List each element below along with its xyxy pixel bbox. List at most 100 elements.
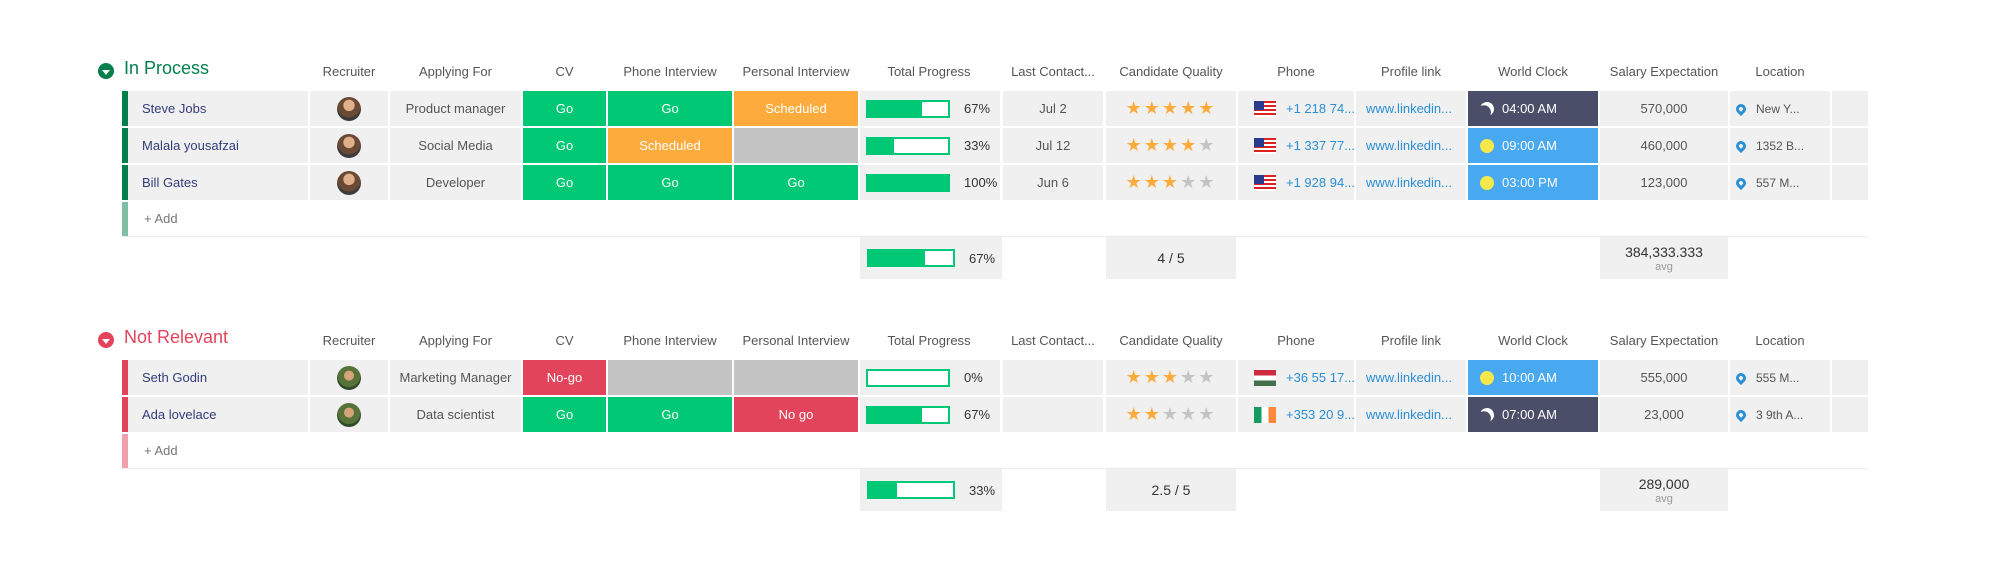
personal-interview-status[interactable]: Scheduled: [734, 91, 858, 126]
star-empty-icon[interactable]: ★: [1180, 404, 1199, 424]
column-header-applying-for[interactable]: Applying For: [419, 64, 492, 79]
star-filled-icon[interactable]: ★: [1143, 172, 1162, 192]
world-clock-cell[interactable]: 07:00 AM: [1468, 397, 1598, 432]
star-filled-icon[interactable]: ★: [1161, 172, 1181, 192]
star-filled-icon[interactable]: ★: [1161, 367, 1181, 387]
applying-for-cell[interactable]: Data scientist: [390, 397, 521, 432]
column-header-location[interactable]: Location: [1755, 333, 1805, 348]
table-row[interactable]: Bill Gates Developer Go Go Go 100% Jun 6…: [0, 165, 1999, 201]
star-filled-icon[interactable]: ★: [1143, 367, 1162, 387]
profile-link[interactable]: www.linkedin...: [1356, 360, 1466, 395]
star-filled-icon[interactable]: ★: [1180, 135, 1199, 155]
location-cell[interactable]: 3 9th A...: [1730, 397, 1830, 432]
column-header-salary-expectation[interactable]: Salary Expectation: [1609, 64, 1719, 79]
star-filled-icon[interactable]: ★: [1143, 404, 1162, 424]
salary-cell[interactable]: 570,000: [1600, 91, 1728, 126]
column-header-last-contact[interactable]: Last Contact...: [1011, 333, 1095, 348]
star-filled-icon[interactable]: ★: [1143, 98, 1162, 118]
phone-number[interactable]: +1 337 77...: [1286, 138, 1354, 153]
cv-status[interactable]: Go: [523, 128, 606, 163]
candidate-quality-rating[interactable]: ★ ★ ★ ★ ★: [1106, 91, 1236, 126]
personal-interview-status[interactable]: No go: [734, 397, 858, 432]
phone-cell[interactable]: +1 218 74...: [1238, 91, 1354, 126]
table-row[interactable]: Ada lovelace Data scientist Go Go No go …: [0, 397, 1999, 433]
profile-link[interactable]: www.linkedin...: [1356, 91, 1466, 126]
item-name[interactable]: Steve Jobs: [128, 91, 308, 126]
phone-number[interactable]: +1 928 94...: [1286, 175, 1354, 190]
star-empty-icon[interactable]: ★: [1198, 404, 1217, 424]
star-empty-icon[interactable]: ★: [1180, 367, 1199, 387]
item-name[interactable]: Ada lovelace: [128, 397, 308, 432]
last-contact-cell[interactable]: [1003, 360, 1103, 395]
add-item-button[interactable]: + Add: [144, 443, 178, 458]
recruiter-cell[interactable]: [310, 360, 388, 395]
profile-link[interactable]: www.linkedin...: [1356, 128, 1466, 163]
candidate-quality-rating[interactable]: ★ ★ ★ ★ ★: [1106, 360, 1236, 395]
phone-cell[interactable]: +353 20 9...: [1238, 397, 1354, 432]
column-header-phone[interactable]: Phone: [1277, 64, 1315, 79]
chevron-down-icon[interactable]: [98, 63, 114, 79]
column-header-phone-interview[interactable]: Phone Interview: [623, 64, 717, 79]
cv-status[interactable]: Go: [523, 91, 606, 126]
world-clock-cell[interactable]: 10:00 AM: [1468, 360, 1598, 395]
last-contact-cell[interactable]: [1003, 397, 1103, 432]
location-cell[interactable]: 557 M...: [1730, 165, 1830, 200]
group-title[interactable]: In Process: [124, 58, 210, 78]
star-empty-icon[interactable]: ★: [1161, 404, 1181, 424]
salary-cell[interactable]: 555,000: [1600, 360, 1728, 395]
phone-interview-status[interactable]: Go: [608, 397, 732, 432]
star-filled-icon[interactable]: ★: [1125, 98, 1144, 118]
last-contact-cell[interactable]: Jul 2: [1003, 91, 1103, 126]
cv-status[interactable]: Go: [523, 165, 606, 200]
column-header-candidate-quality[interactable]: Candidate Quality: [1119, 64, 1223, 79]
star-filled-icon[interactable]: ★: [1161, 135, 1181, 155]
star-filled-icon[interactable]: ★: [1161, 98, 1181, 118]
location-cell[interactable]: 1352 B...: [1730, 128, 1830, 163]
column-header-location[interactable]: Location: [1755, 64, 1805, 79]
column-header-profile-link[interactable]: Profile link: [1381, 64, 1441, 79]
world-clock-cell[interactable]: 03:00 PM: [1468, 165, 1598, 200]
location-cell[interactable]: 555 M...: [1730, 360, 1830, 395]
phone-interview-status[interactable]: Go: [608, 165, 732, 200]
phone-cell[interactable]: +36 55 17...: [1238, 360, 1354, 395]
star-filled-icon[interactable]: ★: [1125, 367, 1144, 387]
star-filled-icon[interactable]: ★: [1125, 172, 1144, 192]
profile-link[interactable]: www.linkedin...: [1356, 397, 1466, 432]
applying-for-cell[interactable]: Social Media: [390, 128, 521, 163]
column-header-recruiter[interactable]: Recruiter: [322, 333, 376, 348]
recruiter-cell[interactable]: [310, 397, 388, 432]
column-header-last-contact[interactable]: Last Contact...: [1011, 64, 1095, 79]
world-clock-cell[interactable]: 09:00 AM: [1468, 128, 1598, 163]
last-contact-cell[interactable]: Jun 6: [1003, 165, 1103, 200]
profile-link[interactable]: www.linkedin...: [1356, 165, 1466, 200]
chevron-down-icon[interactable]: [98, 332, 114, 348]
phone-interview-status[interactable]: Scheduled: [608, 128, 732, 163]
applying-for-cell[interactable]: Developer: [390, 165, 521, 200]
star-empty-icon[interactable]: ★: [1198, 172, 1217, 192]
applying-for-cell[interactable]: Product manager: [390, 91, 521, 126]
column-header-phone[interactable]: Phone: [1277, 333, 1315, 348]
cv-status[interactable]: Go: [523, 397, 606, 432]
phone-number[interactable]: +353 20 9...: [1286, 407, 1354, 422]
column-header-salary-expectation[interactable]: Salary Expectation: [1609, 333, 1719, 348]
star-filled-icon[interactable]: ★: [1180, 98, 1199, 118]
column-header-total-progress[interactable]: Total Progress: [887, 64, 971, 79]
star-filled-icon[interactable]: ★: [1125, 135, 1144, 155]
salary-cell[interactable]: 23,000: [1600, 397, 1728, 432]
personal-interview-status[interactable]: [734, 360, 858, 395]
column-header-world-clock[interactable]: World Clock: [1498, 333, 1568, 348]
cv-status[interactable]: No-go: [523, 360, 606, 395]
candidate-quality-rating[interactable]: ★ ★ ★ ★ ★: [1106, 128, 1236, 163]
phone-number[interactable]: +36 55 17...: [1286, 370, 1354, 385]
star-filled-icon[interactable]: ★: [1125, 404, 1144, 424]
personal-interview-status[interactable]: [734, 128, 858, 163]
column-header-total-progress[interactable]: Total Progress: [887, 333, 971, 348]
candidate-quality-rating[interactable]: ★ ★ ★ ★ ★: [1106, 397, 1236, 432]
recruiter-cell[interactable]: [310, 128, 388, 163]
applying-for-cell[interactable]: Marketing Manager: [390, 360, 521, 395]
column-header-world-clock[interactable]: World Clock: [1498, 64, 1568, 79]
item-name[interactable]: Seth Godin: [128, 360, 308, 395]
star-filled-icon[interactable]: ★: [1198, 98, 1217, 118]
table-row[interactable]: Steve Jobs Product manager Go Go Schedul…: [0, 91, 1999, 127]
star-empty-icon[interactable]: ★: [1198, 135, 1217, 155]
